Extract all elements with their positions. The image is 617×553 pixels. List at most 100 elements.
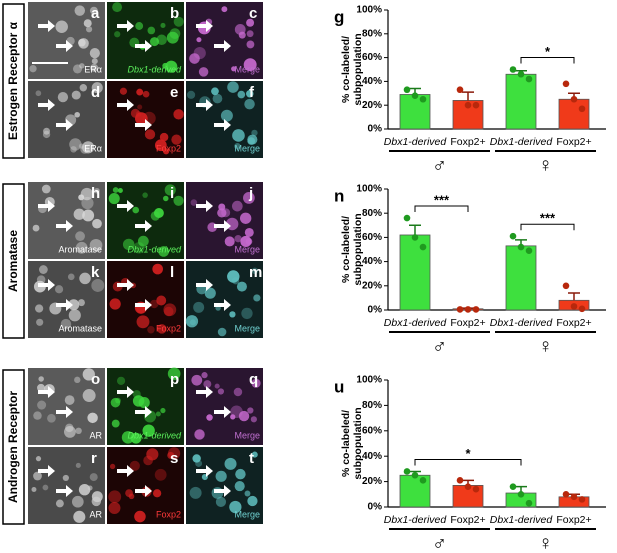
cell	[67, 273, 75, 281]
cell	[117, 187, 123, 194]
cell	[38, 376, 44, 382]
cell	[109, 463, 116, 470]
arrow	[38, 20, 55, 32]
cell	[142, 90, 150, 98]
cell	[92, 218, 102, 229]
panel-letter: g	[334, 7, 344, 26]
cell	[121, 431, 135, 444]
panel-caption: Dbx1-derived	[127, 244, 182, 254]
y-axis-label-line: subpopulation	[352, 407, 364, 479]
row-label: Aromatase	[6, 230, 20, 292]
cell	[215, 470, 227, 482]
data-point	[570, 95, 578, 103]
cell	[204, 287, 216, 299]
panel-caption: Merge	[234, 323, 260, 333]
cell	[33, 411, 42, 420]
y-axis-label-line: subpopulation	[352, 213, 364, 285]
arrow	[56, 119, 73, 131]
panel-caption: Merge	[234, 244, 260, 254]
y-tick-label: 60%	[362, 232, 382, 243]
y-axis-label-line: % co-labeled/	[340, 410, 352, 477]
cell	[78, 299, 85, 307]
cell	[108, 193, 120, 205]
row-label-box	[2, 3, 25, 159]
cell	[150, 211, 161, 221]
cell	[112, 187, 119, 193]
cell	[189, 486, 202, 499]
cell	[70, 146, 77, 153]
cell	[72, 64, 83, 74]
cell	[217, 327, 227, 337]
cell	[74, 5, 86, 16]
cell	[230, 414, 236, 420]
arrow	[38, 200, 55, 212]
cell	[64, 395, 75, 405]
cell	[33, 471, 42, 481]
data-point	[456, 477, 464, 484]
arrow	[214, 119, 231, 131]
x-tick-label: Dbx1-derived	[490, 136, 554, 148]
y-tick-label: 40%	[362, 451, 382, 462]
data-point	[456, 306, 464, 313]
cell	[173, 195, 184, 206]
y-axis-label: % co-labeled/subpopulation	[340, 213, 364, 285]
cell	[73, 208, 85, 220]
cell	[152, 263, 164, 275]
y-axis-label: % co-labeled/subpopulation	[340, 407, 364, 479]
cell	[35, 90, 42, 97]
cell	[133, 242, 145, 254]
row-label: Estrogen Receptor α	[6, 21, 20, 140]
cell	[134, 510, 146, 523]
arrow	[117, 200, 134, 212]
cell	[167, 367, 181, 381]
cell	[82, 368, 95, 381]
significance-bracket	[414, 205, 469, 213]
cell	[63, 425, 76, 438]
panel-caption: Foxp2	[156, 143, 181, 153]
panel-letter: d	[91, 84, 100, 101]
cell	[91, 278, 105, 292]
data-point	[419, 477, 427, 484]
cell	[79, 63, 85, 69]
cell	[136, 88, 144, 96]
cell	[171, 134, 182, 145]
y-tick-label: 80%	[362, 28, 382, 39]
panel-caption: Foxp2	[156, 323, 181, 333]
row-label-box	[2, 369, 25, 525]
cell	[91, 58, 98, 65]
cell	[243, 58, 257, 72]
cell	[108, 490, 122, 504]
cell	[68, 299, 80, 311]
cell	[215, 496, 227, 507]
cell	[75, 427, 82, 435]
significance-label: *	[545, 44, 551, 59]
y-tick-label: 100%	[356, 375, 382, 386]
cell	[163, 303, 177, 317]
cell	[246, 90, 254, 98]
cell	[214, 383, 220, 389]
panel-letter: h	[91, 185, 100, 202]
cell	[55, 20, 68, 34]
arrow	[196, 99, 213, 111]
cell	[137, 104, 143, 110]
arrow	[38, 386, 55, 398]
cell	[233, 387, 243, 397]
cell	[163, 195, 169, 202]
cell	[74, 376, 81, 384]
cell	[157, 324, 167, 334]
group-label: ♀	[538, 154, 553, 176]
panel-caption: Merge	[234, 64, 260, 74]
cell	[229, 500, 242, 514]
cell	[192, 454, 201, 463]
panel-caption: Merge	[234, 509, 260, 519]
arrow	[214, 299, 231, 311]
cell	[143, 455, 153, 466]
arrow	[56, 485, 73, 497]
cell	[147, 325, 155, 334]
data-point	[419, 95, 427, 103]
y-tick-label: 40%	[362, 76, 382, 87]
cell	[142, 192, 148, 198]
cell	[165, 60, 178, 73]
significance-bracket	[414, 458, 522, 466]
cell	[173, 16, 184, 27]
